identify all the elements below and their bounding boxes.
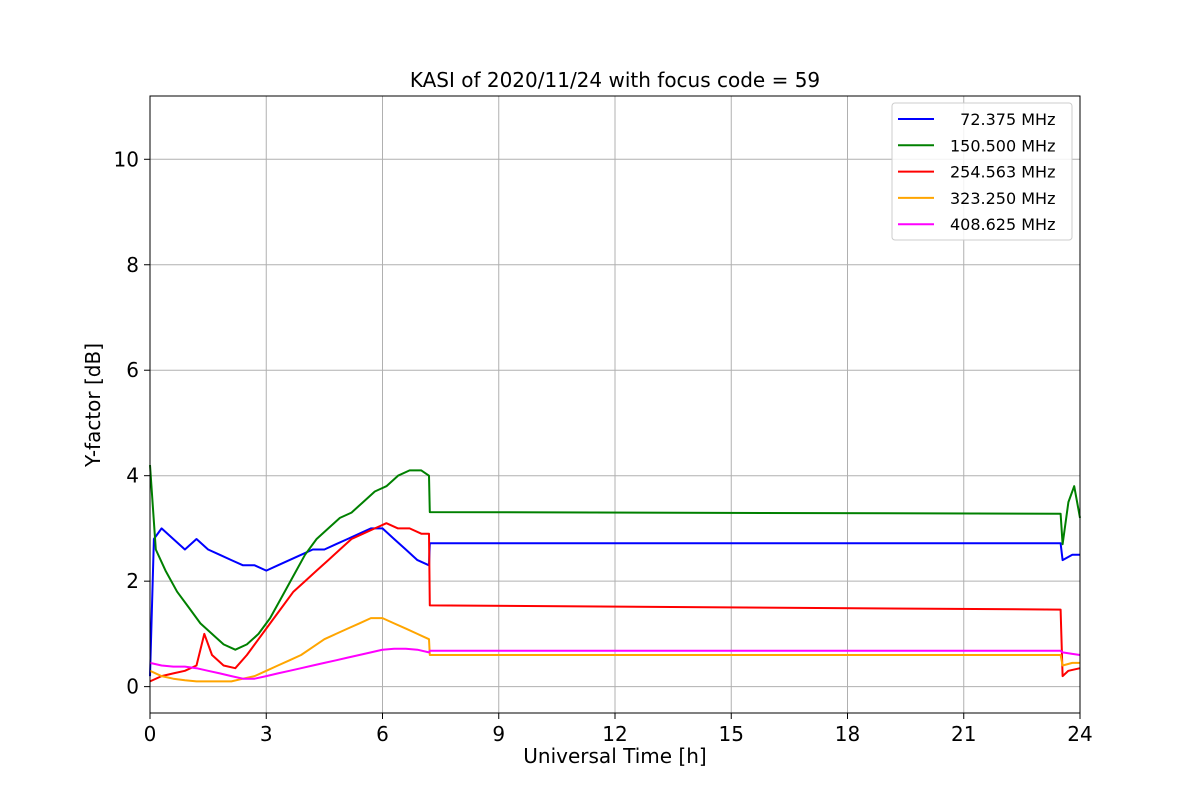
- y-axis-label: Y-factor [dB]: [81, 343, 105, 468]
- legend-label-3: 323.250 MHz: [950, 189, 1055, 208]
- y-tick-label: 0: [126, 675, 139, 699]
- y-tick-label: 2: [126, 569, 139, 593]
- y-tick-label: 8: [126, 253, 139, 277]
- x-axis-label: Universal Time [h]: [523, 744, 706, 768]
- series-line-4: [149, 647, 1081, 680]
- y-tick-label: 6: [126, 358, 139, 382]
- x-tick-label: 3: [260, 722, 273, 746]
- y-axis-ticks: 0 2 4 6 8 10: [114, 147, 150, 699]
- x-tick-label: 24: [1067, 722, 1092, 746]
- legend-label-4: 408.625 MHz: [950, 215, 1055, 234]
- series-line-2: [149, 522, 1081, 683]
- series-layer: [149, 465, 1081, 683]
- x-tick-label: 18: [835, 722, 860, 746]
- chart-title: KASI of 2020/11/24 with focus code = 59: [410, 68, 820, 92]
- series-line-1: [149, 465, 1081, 651]
- legend-label-0: 72.375 MHz: [950, 110, 1055, 129]
- y-tick-label: 4: [126, 464, 139, 488]
- legend-box: [891, 102, 1073, 241]
- legend: 72.375 MHz 150.500 MHz 254.563 MHz 323.250 …: [891, 102, 1073, 241]
- x-tick-label: 0: [144, 722, 157, 746]
- x-tick-label: 9: [492, 722, 505, 746]
- x-axis-ticks: 0 3 6 9 12 15 18 21 24: [144, 713, 1093, 746]
- legend-label-1: 150.500 MHz: [950, 136, 1055, 155]
- y-tick-label: 10: [114, 147, 139, 171]
- x-tick-label: 15: [719, 722, 744, 746]
- x-tick-label: 6: [376, 722, 389, 746]
- series-line-3: [149, 617, 1080, 683]
- legend-label-2: 254.563 MHz: [950, 163, 1055, 182]
- x-tick-label: 12: [602, 722, 627, 746]
- x-tick-label: 21: [951, 722, 976, 746]
